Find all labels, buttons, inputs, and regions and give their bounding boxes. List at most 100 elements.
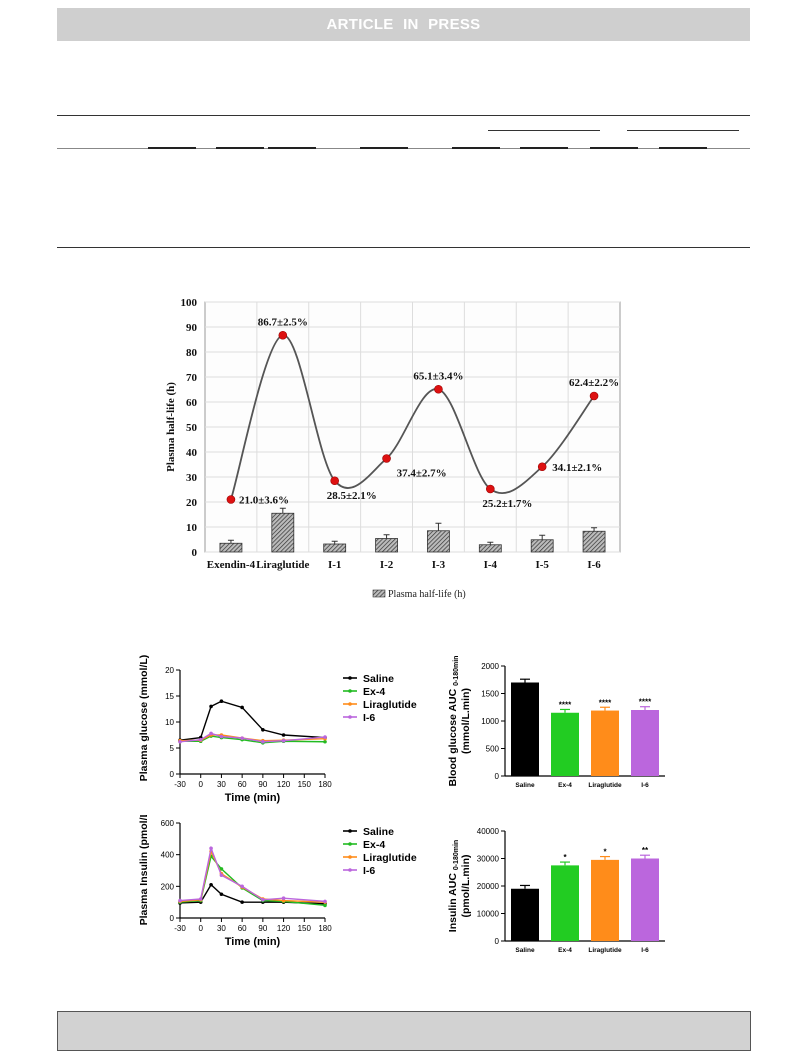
y-axis-title: Insulin AUC 0-180min (447, 840, 460, 932)
y-tick-label: 0 (495, 937, 500, 946)
curve-point (382, 454, 391, 463)
y-tick-label: 10 (165, 718, 174, 727)
y-tick-label: 1500 (481, 690, 499, 699)
series-point (323, 903, 327, 908)
y-tick-label: 20000 (477, 882, 500, 891)
point-label: 34.1±2.1% (552, 462, 602, 474)
significance-label: **** (639, 698, 652, 707)
table-column-rule (216, 147, 264, 149)
series-point (198, 737, 203, 742)
x-tick-label: 180 (318, 924, 332, 933)
legend-marker (348, 676, 352, 680)
series-point (240, 900, 244, 904)
significance-label: **** (559, 700, 572, 709)
half-life-bar (375, 538, 398, 553)
y-axis-title: Plasma Insulin (pmol/L) (138, 815, 150, 925)
y-tick-label: 15 (165, 692, 174, 701)
x-tick-label: -30 (174, 780, 186, 789)
table-bottom-rule (57, 247, 750, 248)
half-life-bar (219, 542, 243, 553)
table-subheader-rule-2 (627, 130, 739, 131)
x-tick-label: 150 (298, 924, 312, 933)
curve-point (278, 330, 288, 340)
y-tick-label: 400 (161, 851, 175, 860)
point-label: 21.0±3.6% (239, 495, 289, 507)
y-tick-label: 0 (170, 770, 175, 779)
curve-point (589, 391, 599, 401)
y-tick-label: 30 (186, 472, 198, 484)
y-tick-label: 100 (181, 297, 198, 309)
table-column-rule (590, 147, 638, 149)
y-tick-label: 30000 (477, 855, 500, 864)
legend-marker (348, 702, 352, 706)
x-tick-label: Liraglutide (588, 947, 622, 954)
half-life-bar (271, 512, 295, 553)
curve-point (537, 462, 547, 472)
footer-citation-box (57, 1011, 751, 1051)
x-tick-label: Ex-4 (558, 947, 572, 954)
half-life-bar (427, 530, 450, 553)
y-axis-title-subscript: 0-180min (453, 840, 460, 870)
x-tick-label: 90 (258, 780, 267, 789)
table-column-rule (520, 147, 568, 149)
x-tick-label: 120 (277, 780, 291, 789)
series-point (240, 705, 244, 710)
series-point (240, 884, 244, 889)
y-axis-title-subscript: 0-180min (453, 656, 460, 686)
auc-bar (591, 859, 619, 941)
legend-label: Liraglutide (363, 852, 417, 864)
x-tick-label: Saline (515, 947, 535, 954)
x-tick-label: I-4 (484, 559, 498, 571)
series-point (219, 867, 224, 871)
x-tick-label: I-5 (535, 559, 549, 571)
legend-swatch (372, 589, 386, 598)
series-point (323, 899, 327, 904)
blood-glucose-auc-bar-chart: 0 500 1000 1500 2000 Saline **** Ex-4 **** Liragl… (447, 656, 665, 789)
series-point (209, 731, 213, 736)
series-point (281, 733, 286, 737)
series-point (281, 896, 286, 901)
table-subheader-rule-1 (488, 130, 600, 131)
insulin-auc-bar-chart: 0 10000 20000 30000 40000 Saline * Ex-4 * Liraglu… (447, 827, 665, 954)
y-tick-label: 80 (186, 347, 198, 359)
y-tick-label: 40000 (477, 827, 500, 836)
curve-point (434, 384, 443, 394)
table-column-rule (452, 147, 500, 149)
auc-bar (631, 710, 659, 776)
x-tick-label: I-1 (328, 559, 341, 571)
half-life-bar (478, 544, 502, 553)
significance-label: ** (642, 846, 649, 855)
legend-marker (348, 855, 352, 859)
series-point (323, 735, 327, 739)
legend-label: Liraglutide (363, 699, 417, 711)
table-column-rule (268, 147, 316, 149)
series-line (179, 732, 326, 743)
legend-label: Saline (363, 826, 394, 838)
y-tick-label: 70 (186, 372, 198, 384)
y-tick-label: 90 (186, 322, 198, 334)
y-tick-label: 40 (186, 447, 198, 459)
legend-label: Saline (363, 673, 394, 685)
y-tick-label: 1000 (481, 717, 499, 726)
legend-marker (348, 689, 352, 693)
x-tick-label: 180 (318, 780, 332, 789)
y-tick-label: 60 (186, 397, 198, 409)
x-tick-label: 60 (238, 780, 247, 789)
x-tick-label: 30 (217, 780, 226, 789)
auc-bar (631, 858, 659, 941)
half-life-bar (582, 530, 606, 553)
y-tick-label: 10 (186, 522, 198, 534)
point-label: 28.5±2.1% (327, 490, 377, 502)
y-tick-label: 0 (192, 547, 198, 559)
table-column-rule (659, 147, 707, 149)
legend-label: I-6 (363, 712, 375, 724)
point-label: 25.2±1.7% (482, 498, 532, 510)
table-column-rule (148, 147, 196, 149)
series-point (209, 846, 213, 851)
x-tick-label: 150 (298, 780, 312, 789)
y-tick-label: 50 (186, 422, 198, 434)
x-tick-label: Ex-4 (558, 782, 572, 789)
x-axis-title: Time (min) (225, 936, 281, 948)
